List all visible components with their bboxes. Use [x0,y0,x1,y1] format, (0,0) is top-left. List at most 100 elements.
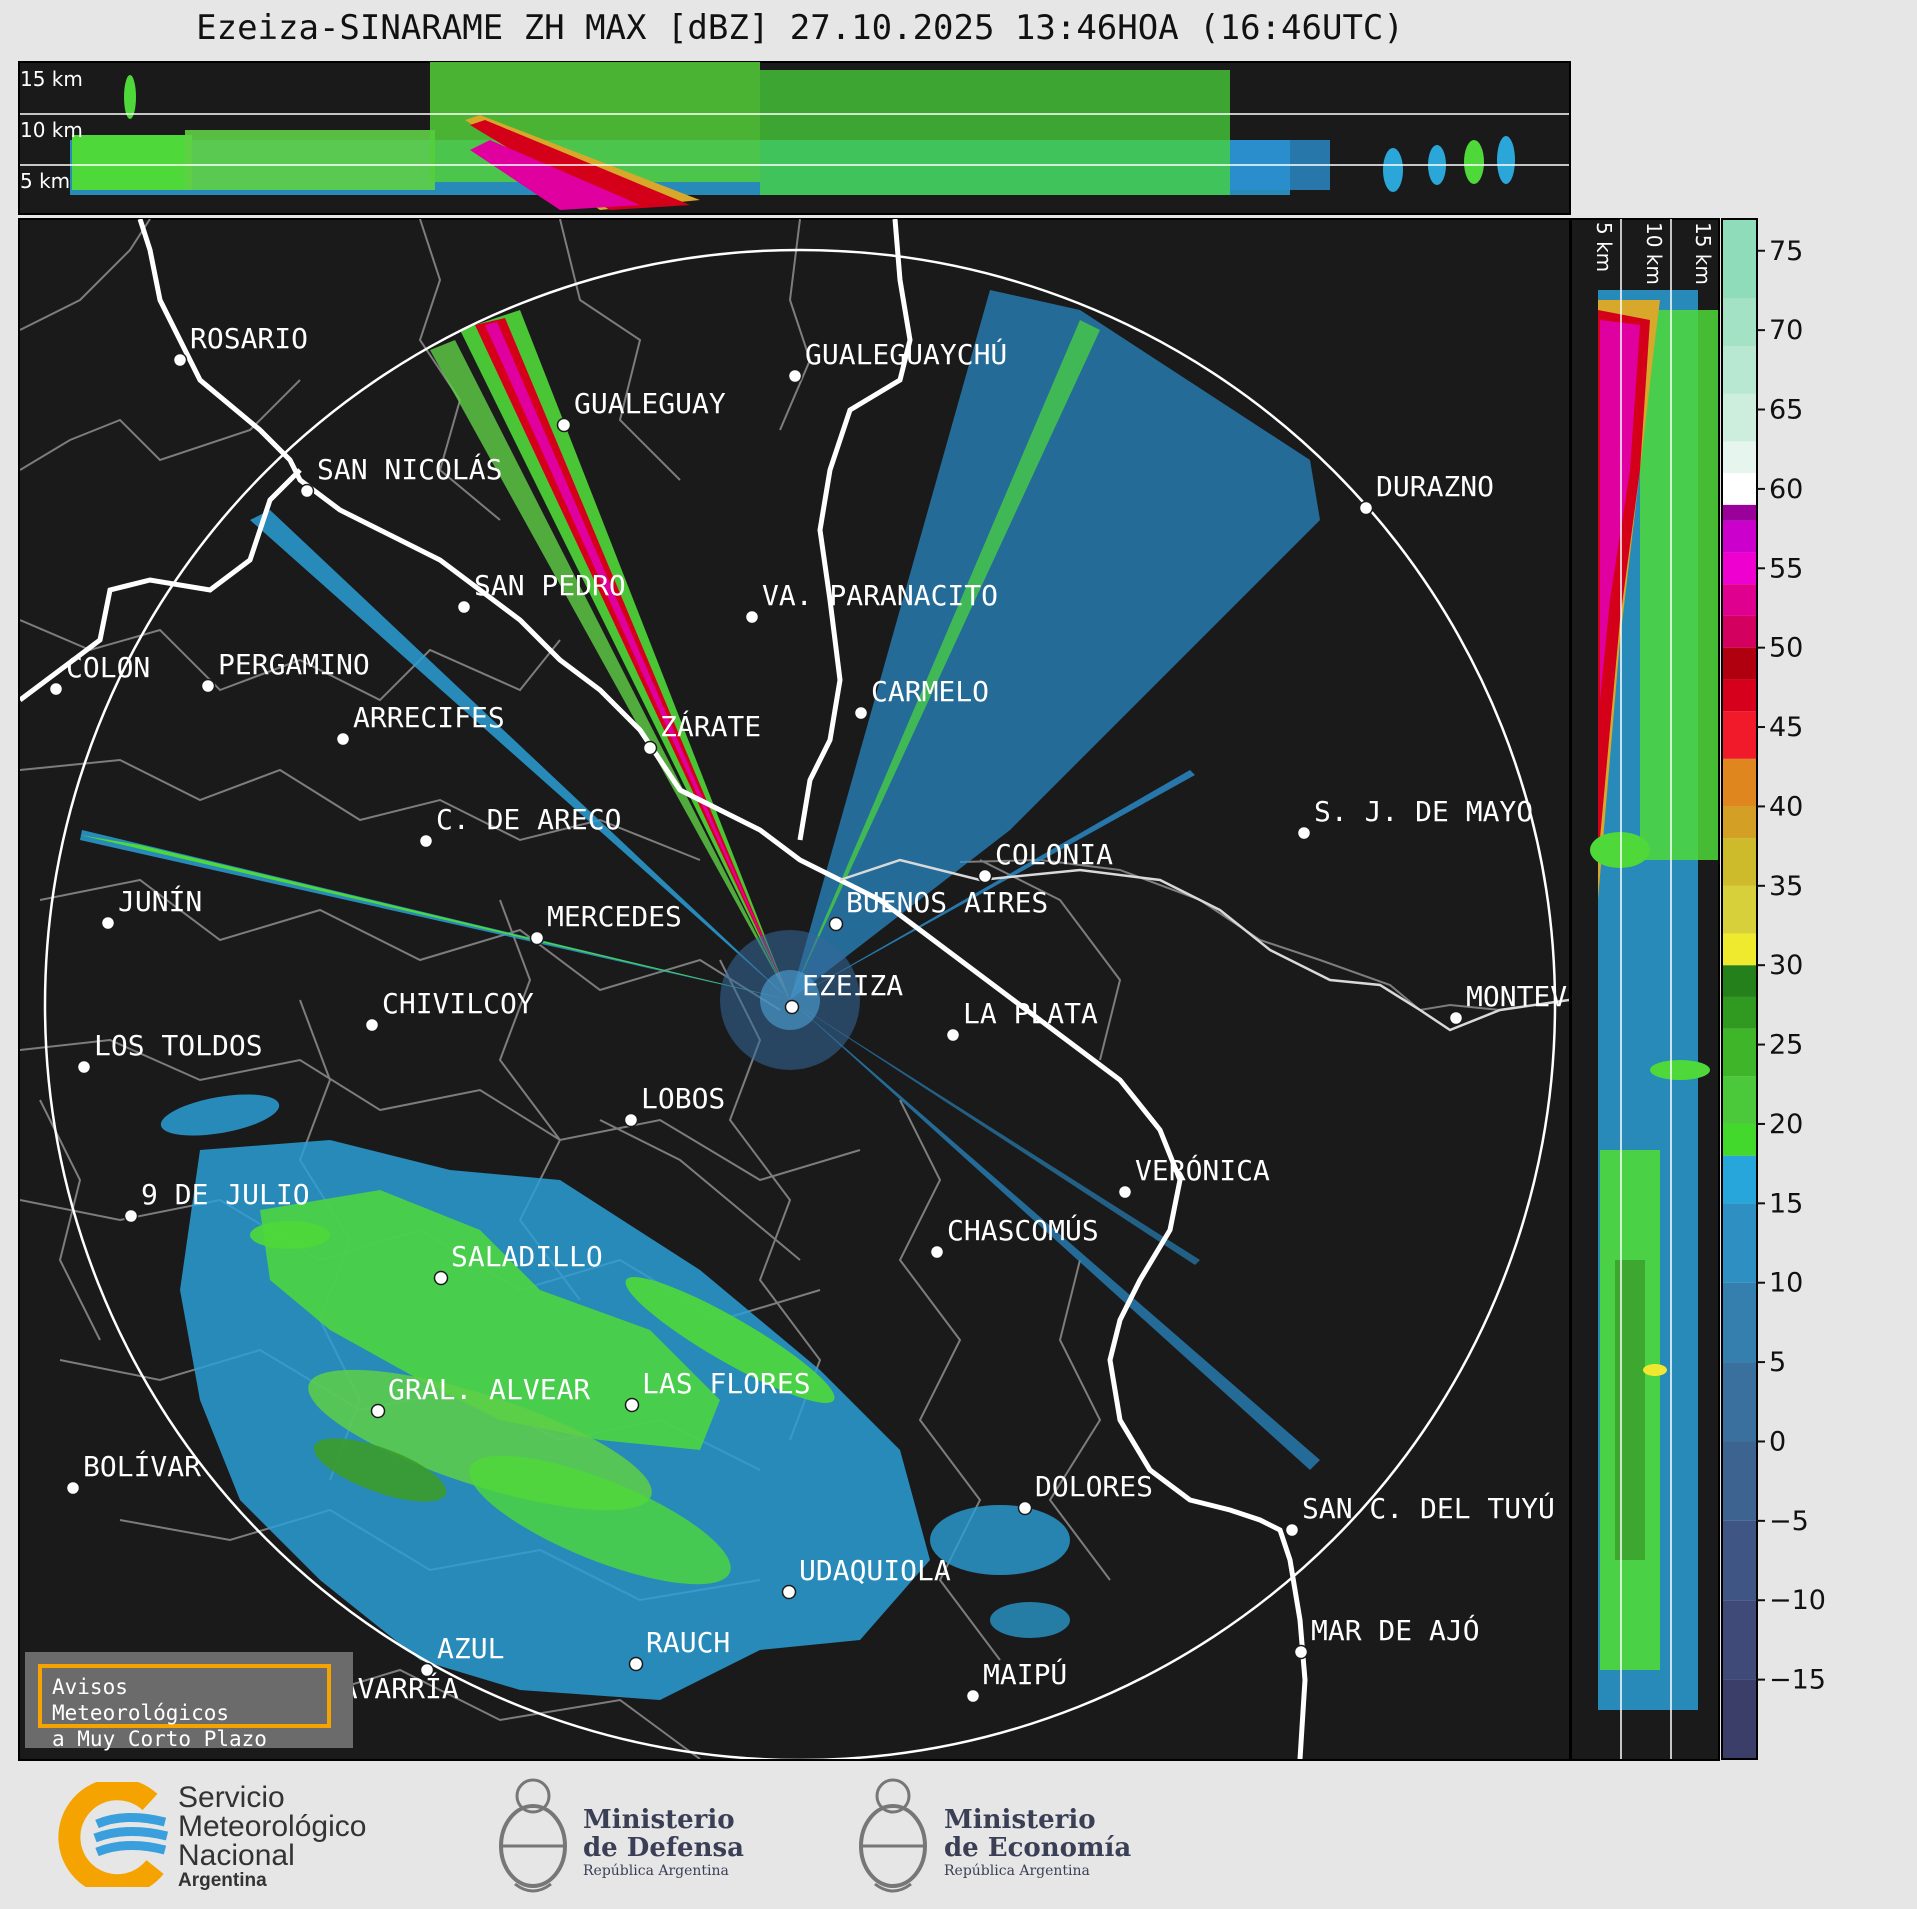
colorbar-tick-label: 0 [1769,1426,1786,1457]
colorbar-band [1722,441,1757,474]
city-label: BUENOS AIRES [846,886,1048,919]
city-markers: ROSARIO GUALEGUAYCHÚ GUALEGUAY SAN NICOLÁS D… [48,322,1567,1718]
colorbar-tick-label: 10 [1769,1268,1803,1299]
colorbar-band [1722,504,1757,521]
city-label: COLONIA [995,838,1113,871]
city-marker: SAN C. DEL TUYÚ [1284,1491,1555,1538]
city-label: COLON [66,651,150,684]
city-label: RAUCH [646,1626,730,1659]
top-km-label-5: 5 km [20,169,70,193]
radar-echoes [80,290,1320,1700]
city-dot [335,731,351,747]
city-label: CHIVILCOY [382,987,534,1020]
short-term-alerts-frame: Avisos Meteorológicos a Muy Corto Plazo [38,1664,331,1751]
city-marker: LOBOS [623,1082,725,1128]
economia-line-1: Ministerio [944,1805,1096,1835]
colorbar-tick-label: 75 [1769,236,1803,267]
city-dot [1117,1184,1133,1200]
economia-line-2: de Economía [944,1833,1132,1863]
city-label: SAN NICOLÁS [317,452,502,486]
defensa-line-1: Ministerio [583,1805,735,1835]
city-marker: CHIVILCOY [364,987,534,1033]
city-label: GUALEGUAY [574,387,726,420]
colorbar-tick-label: 20 [1769,1109,1803,1140]
side-cross-section-panel: 5 km 10 km 15 km [1570,218,1720,1761]
city-dot [299,483,315,499]
city-marker: BUENOS AIRES [828,886,1048,932]
radar-map-panel: ROSARIO GUALEGUAYCHÚ GUALEGUAY SAN NICOLÁS D… [18,218,1571,1761]
city-marker: C. DE ARECO [418,803,621,849]
city-marker: MAIPÚ [965,1657,1067,1704]
colorbar-band [1722,584,1757,616]
colorbar-band [1722,1076,1757,1124]
city-label: MERCEDES [547,900,682,933]
defensa-line-3: República Argentina [583,1863,729,1879]
colorbar-tick-label: −5 [1769,1506,1809,1537]
city-marker: 9 DE JULIO [123,1178,310,1224]
colorbar-band [1722,996,1757,1029]
colorbar-band [1722,885,1757,934]
colorbar-band [1722,346,1757,394]
city-dot [781,1584,797,1600]
city-marker: GRAL. ALVEAR [370,1373,590,1419]
city-label: ZÁRATE [660,709,761,743]
city-marker: RAUCH [628,1626,730,1672]
city-marker: GUALEGUAYCHÚ [787,337,1007,384]
top-km-label-10: 10 km [20,118,83,142]
city-label: LAS FLORES [642,1367,811,1400]
colorbar-band [1722,1028,1757,1077]
defensa-line-2: de Defensa [583,1833,744,1863]
colorbar-band [1722,838,1757,886]
smn-line-1: Servicio [178,1781,285,1814]
city-marker: BOLÍVAR [65,1449,201,1496]
colorbar-tick-label: 55 [1769,553,1803,584]
city-marker: DOLORES [1017,1470,1153,1516]
city-label: BOLÍVAR [83,1449,201,1483]
city-marker: CHASCOMÚS [929,1213,1099,1260]
colorbar-tick-label: −10 [1769,1585,1826,1616]
city-label: EZEIZA [802,969,903,1002]
city-marker: PERGAMINO [200,648,370,694]
colorbar-tick-label: 30 [1769,950,1803,981]
coastline [20,219,1308,1759]
city-label: JUNÍN [118,884,202,918]
city-dot [977,868,993,884]
city-label: LA PLATA [963,997,1098,1030]
city-label: LOS TOLDOS [94,1029,263,1062]
smn-line-3: Nacional [178,1839,295,1872]
colorbar-band [1722,298,1757,347]
city-dot [1284,1522,1300,1538]
defensa-coat-of-arms-icon [499,1778,567,1893]
economia-name: Ministerio de Economía República Argenti… [944,1806,1131,1880]
city-label: DOLORES [1035,1470,1153,1503]
city-label: MAR DE AJÓ [1311,1613,1480,1647]
city-marker: AZUL [419,1632,504,1678]
colorbar-tick-label: 50 [1769,633,1803,664]
colorbar-band [1722,933,1757,966]
colorbar-band [1722,965,1757,997]
city-marker: JUNÍN [100,884,202,931]
city-dot [76,1059,92,1075]
range-ring [43,248,1557,1759]
smn-logo-icon [58,1782,169,1887]
economia-coat-of-arms-icon [859,1778,927,1893]
city-marker: EZEIZA [784,969,903,1015]
city-label: GUALEGUAYCHÚ [805,337,1007,371]
city-marker: MAR DE AJÓ [1293,1613,1480,1660]
city-marker: SALADILLO [433,1240,603,1286]
colorbar-band [1722,473,1757,505]
city-dot [623,1112,639,1128]
colorbar-tick-label: −15 [1769,1665,1826,1696]
city-dot [556,417,572,433]
colorbar-band [1722,679,1757,712]
city-dot [624,1397,640,1413]
city-marker: DURAZNO [1358,470,1494,516]
city-marker: LAS FLORES [624,1367,811,1413]
city-label: SALADILLO [451,1240,603,1273]
colorbar-band [1722,1679,1757,1759]
city-marker: ZÁRATE [642,709,761,756]
city-dot [628,1656,644,1672]
city-marker: VA. PARANACITO [744,579,998,625]
